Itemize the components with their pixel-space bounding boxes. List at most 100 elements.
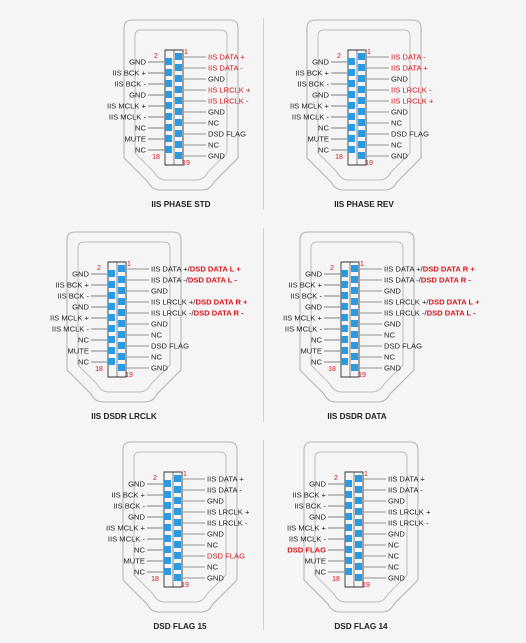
right-pin-label-main: DSD FLAG [391,130,429,139]
pin-right [355,552,362,559]
pin-left [348,113,355,120]
left-pin-label: GND [312,91,329,100]
left-pin-label: IIS MCLK - [292,113,330,122]
pin-left [108,358,115,365]
pin-right [174,574,181,581]
panel-title: IIS DSDR DATA [327,412,386,421]
pin-left [348,80,355,87]
right-pin-label: GND [207,497,224,506]
pin-right [351,342,358,349]
right-pin-label: IIS LRCLK - [388,519,429,528]
right-pin-label: NC [391,141,402,150]
pin-right [118,287,125,294]
right-pin-label-main: IIS LRCLK + [391,97,434,106]
left-pin-label: NC [134,568,145,577]
right-pin-label: IIS LRCLK + [388,508,431,517]
pin-right [174,563,181,570]
right-pin-label: GND [384,364,401,373]
right-pin-label: NC [391,119,402,128]
pin-left [164,502,171,509]
pin-right [175,141,182,148]
pin-left [345,513,352,520]
pin-left [165,91,172,98]
pin-left [165,146,172,153]
right-pin-label: GND [384,320,401,329]
right-pin-label: DSD FLAG [151,342,189,351]
right-pin-label: GND [151,364,168,373]
right-pin-label-main: GND [208,108,225,117]
right-pin-label: IIS DATA - [391,53,426,62]
left-pin-label: IIS MCLK + [290,102,330,111]
right-pin-label-main: IIS DATA - [391,53,426,62]
right-pin-label: GND [388,530,405,539]
left-pin-label: IIS MCLK - [285,325,323,334]
right-pin-label-main: IIS LRCLK - [207,519,248,528]
left-pin-label: DSD FLAG [287,546,326,555]
panel-title: IIS DSDR LRCLK [91,412,157,421]
left-pin-label: MUTE [307,135,329,144]
pin-left [341,314,348,321]
right-pin-label-main: IIS LRCLK + [388,508,431,517]
pin-left [341,336,348,343]
pin-left [341,358,348,365]
pin-left [164,568,171,575]
connector-panel-2: GND IIS BCK + IIS BCK - GND IIS MCLK + IIS MC… [290,19,434,209]
pin-right [174,519,181,526]
pin-number-2: 2 [153,475,157,482]
pin-left [164,513,171,520]
pin-left [165,69,172,76]
right-pin-label-dsd: DSD DATA L + [429,298,481,307]
right-pin-label: NC [388,552,399,561]
pin-right [351,331,358,338]
pin-left [348,91,355,98]
pin-number-2: 2 [154,53,158,60]
right-pin-label-main: GND [388,530,405,539]
right-pin-label-main: NC [151,331,162,340]
pin-right [358,141,365,148]
left-pin-label: GND [129,58,146,67]
left-pin-label: IIS MCLK + [50,314,90,323]
right-pin-label: IIS LRCLK + [391,97,434,106]
right-pin-label: IIS LRCLK -/DSD DATA R - [151,309,244,318]
connector-inner-shell [134,29,228,181]
pin-number-1: 1 [367,49,371,56]
connector-outer-shell [66,231,182,403]
left-pin-label: GND [312,58,329,67]
right-pin-label: GND [207,574,224,583]
left-pin-label: IIS BCK + [111,491,145,500]
pin-right [358,108,365,115]
right-pin-label: DSD FLAG [207,552,245,561]
pin-right [351,287,358,294]
right-pin-label-main: NC [207,541,218,550]
pin-right [358,53,365,60]
panel-title: IIS PHASE REV [334,200,394,209]
left-pin-label: IIS MCLK + [283,314,323,323]
right-pin-label: NC [384,353,395,362]
right-pin-label-main: NC [391,141,402,150]
column-divider-middle [263,228,264,422]
pin-left [345,524,352,531]
left-pin-label: IIS MCLK - [109,113,147,122]
connector-outer-shell [303,441,419,613]
connector-outer-shell [122,441,238,613]
pin-number-18: 18 [328,366,336,373]
left-pin-label: GND [309,480,326,489]
right-pin-label-main: IIS LRCLK - [391,86,432,95]
left-pin-label: MUTE [300,347,322,356]
pin-right [355,497,362,504]
right-pin-label-main: IIS LRCLK + [207,508,250,517]
pin-right [351,309,358,316]
pin-left [341,303,348,310]
right-pin-label: NC [388,563,399,572]
left-pin-label: NC [78,336,89,345]
pin-right [174,486,181,493]
pin-number-1: 1 [183,471,187,478]
panel-title: IIS PHASE STD [151,200,210,209]
connector-panel-3: GND IIS BCK + IIS BCK - GND IIS MCLK + IIS MC… [50,231,248,421]
pin-left [345,491,352,498]
right-pin-label: GND [208,152,225,161]
left-pin-label: GND [72,303,89,312]
right-pin-label-main: IIS DATA + [207,475,244,484]
right-pin-label: GND [391,152,408,161]
